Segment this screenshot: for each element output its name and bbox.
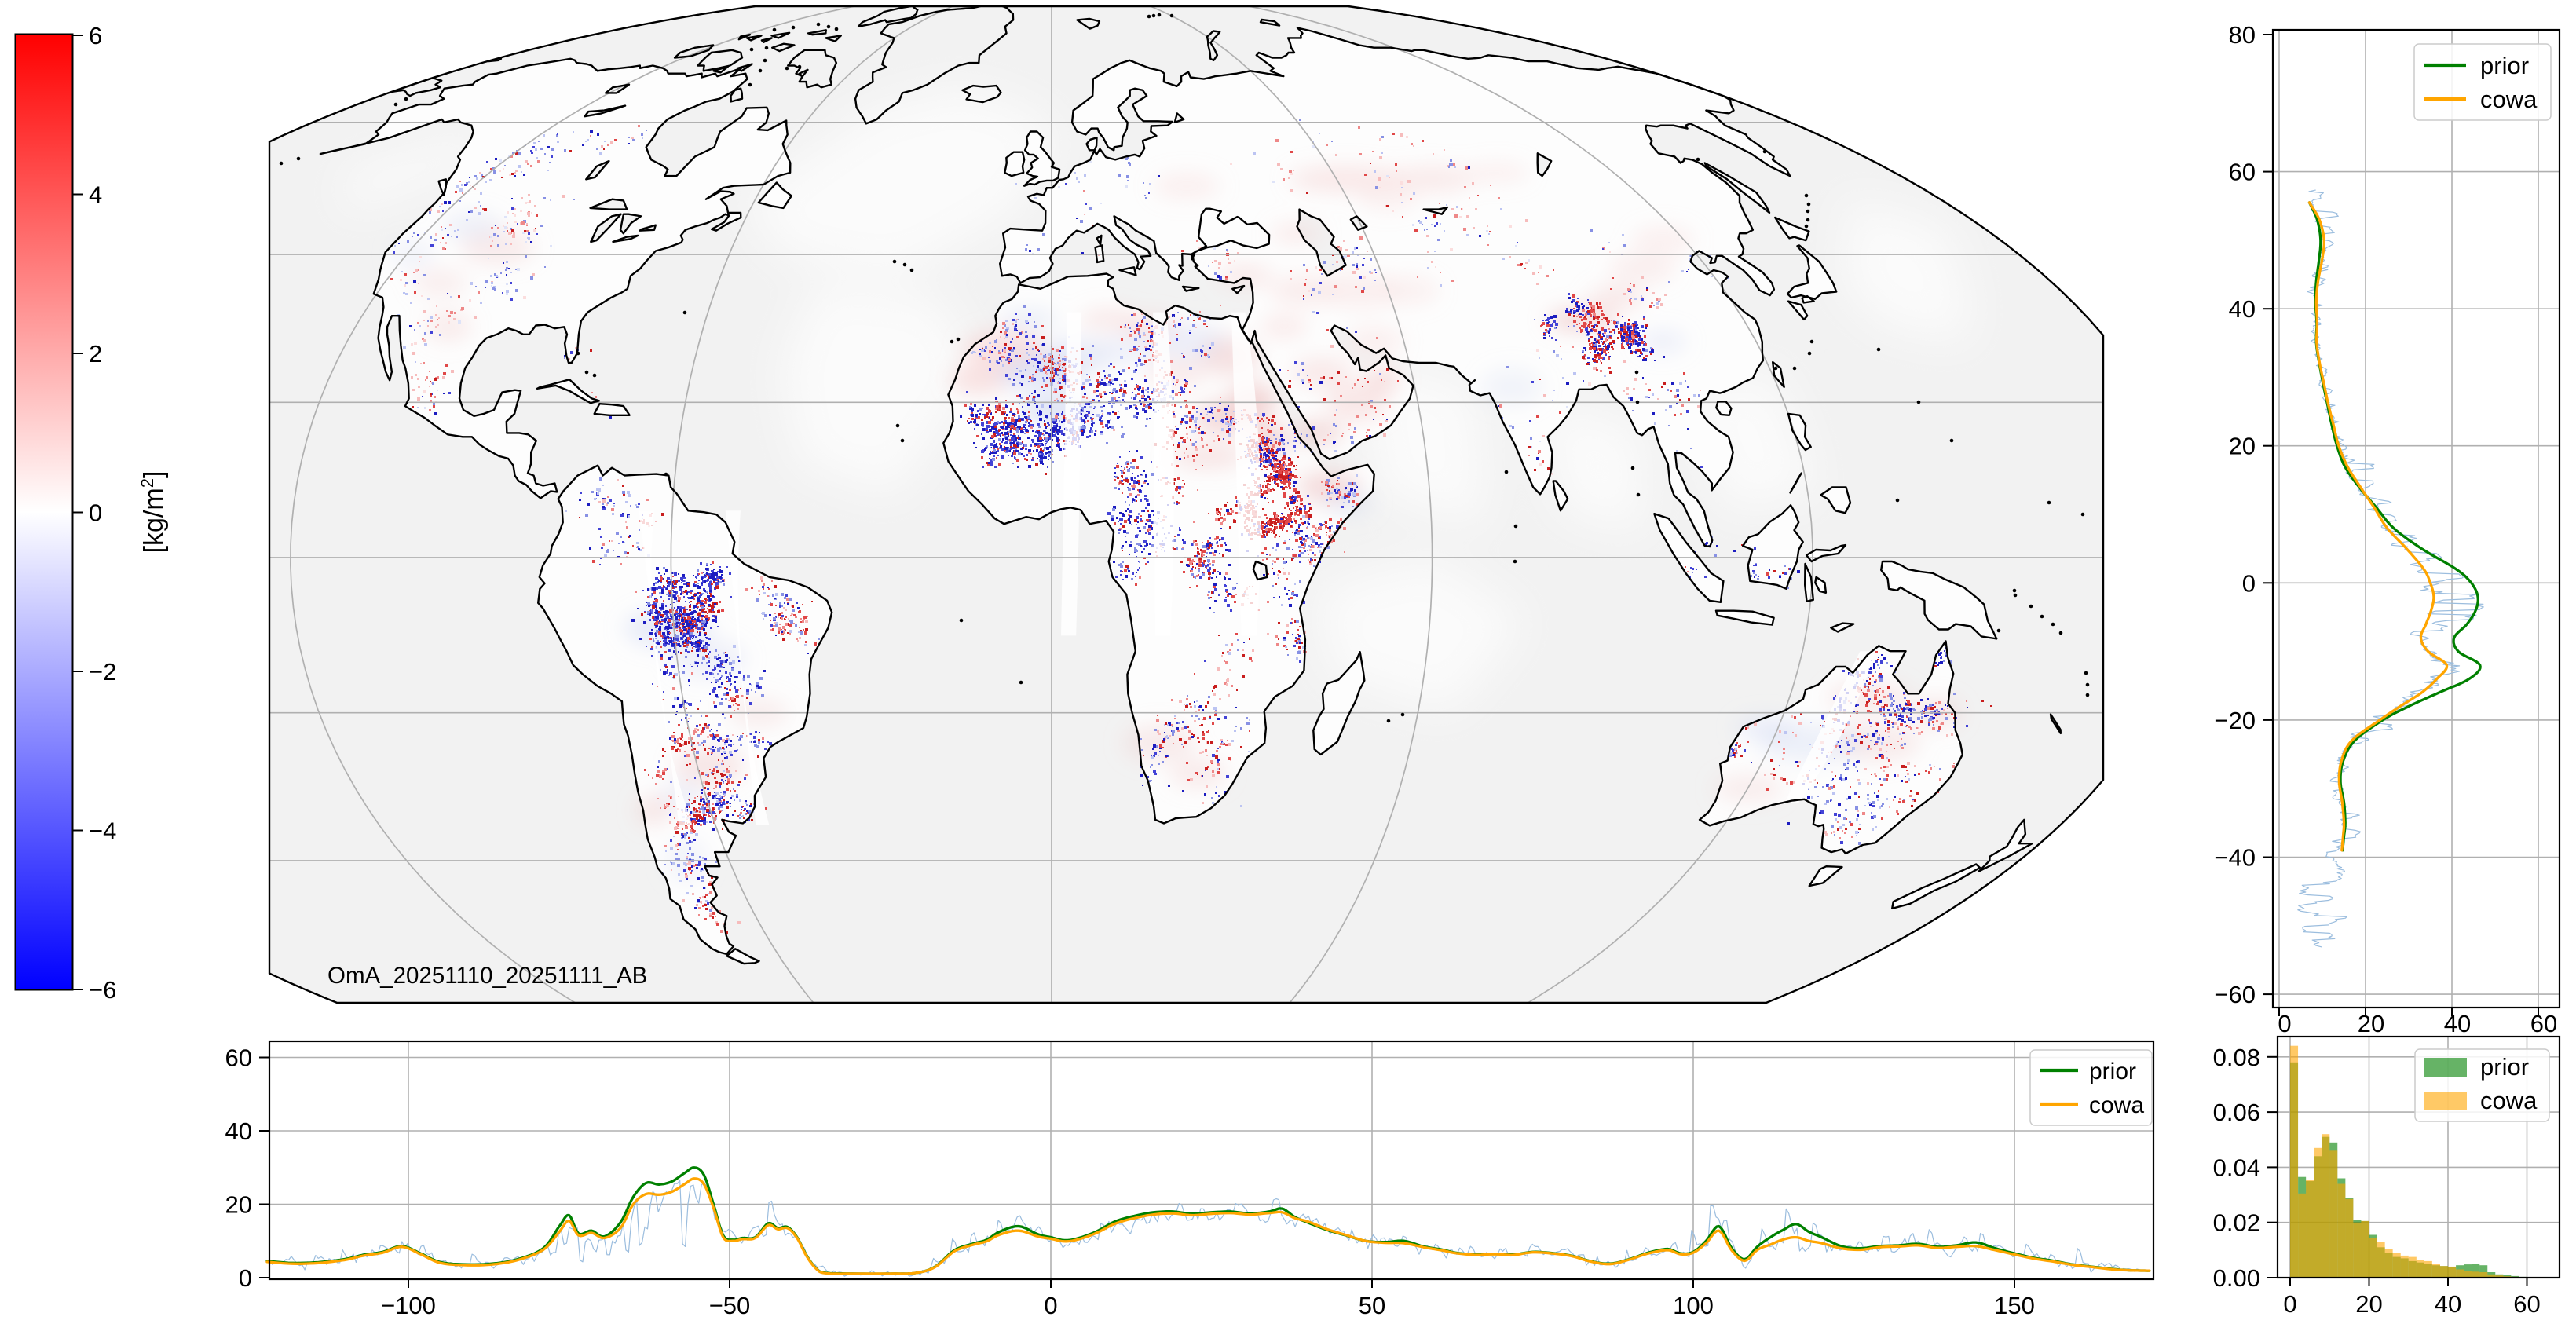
- svg-text:−100: −100: [381, 1292, 436, 1319]
- svg-text:150: 150: [1994, 1292, 2035, 1319]
- svg-text:0: 0: [2283, 1290, 2296, 1318]
- svg-text:0.06: 0.06: [2213, 1099, 2260, 1126]
- svg-text:100: 100: [1673, 1292, 1714, 1319]
- svg-text:20: 20: [2358, 1010, 2384, 1037]
- svg-text:40: 40: [225, 1117, 252, 1145]
- svg-text:−20: −20: [2214, 707, 2256, 734]
- svg-text:−4: −4: [89, 817, 116, 845]
- svg-text:50: 50: [1359, 1292, 1385, 1319]
- svg-text:20: 20: [225, 1191, 252, 1219]
- svg-text:60: 60: [225, 1044, 252, 1072]
- svg-text:0: 0: [89, 499, 102, 527]
- svg-text:cowa: cowa: [2480, 1087, 2538, 1114]
- svg-text:80: 80: [2229, 21, 2256, 49]
- svg-text:−2: −2: [89, 658, 116, 686]
- svg-text:0.04: 0.04: [2213, 1154, 2260, 1181]
- svg-text:2: 2: [89, 340, 102, 368]
- svg-text:prior: prior: [2480, 52, 2529, 79]
- svg-text:0: 0: [1044, 1292, 1057, 1319]
- svg-text:4: 4: [89, 181, 102, 209]
- svg-text:60: 60: [2229, 159, 2256, 186]
- svg-text:cowa: cowa: [2089, 1092, 2144, 1118]
- svg-text:−50: −50: [709, 1292, 751, 1319]
- svg-text:0.08: 0.08: [2213, 1044, 2260, 1071]
- svg-text:0.02: 0.02: [2213, 1209, 2260, 1237]
- svg-text:60: 60: [2513, 1290, 2540, 1318]
- svg-text:0: 0: [2242, 569, 2256, 597]
- svg-text:−40: −40: [2214, 843, 2256, 871]
- svg-text:0: 0: [239, 1264, 252, 1292]
- svg-text:6: 6: [89, 22, 102, 49]
- svg-text:−6: −6: [89, 976, 116, 1004]
- svg-text:0: 0: [2278, 1010, 2291, 1037]
- svg-text:40: 40: [2444, 1010, 2471, 1037]
- svg-text:prior: prior: [2480, 1053, 2529, 1081]
- svg-text:prior: prior: [2089, 1059, 2136, 1084]
- svg-text:0.00: 0.00: [2213, 1264, 2260, 1292]
- svg-text:60: 60: [2530, 1010, 2557, 1037]
- svg-text:20: 20: [2355, 1290, 2382, 1318]
- svg-text:cowa: cowa: [2480, 86, 2538, 113]
- svg-text:20: 20: [2229, 433, 2256, 460]
- svg-text:40: 40: [2435, 1290, 2461, 1318]
- svg-text:40: 40: [2229, 295, 2256, 323]
- svg-text:−60: −60: [2214, 981, 2256, 1008]
- svg-text:OmA_20251110_20251111_AB: OmA_20251110_20251111_AB: [327, 963, 647, 989]
